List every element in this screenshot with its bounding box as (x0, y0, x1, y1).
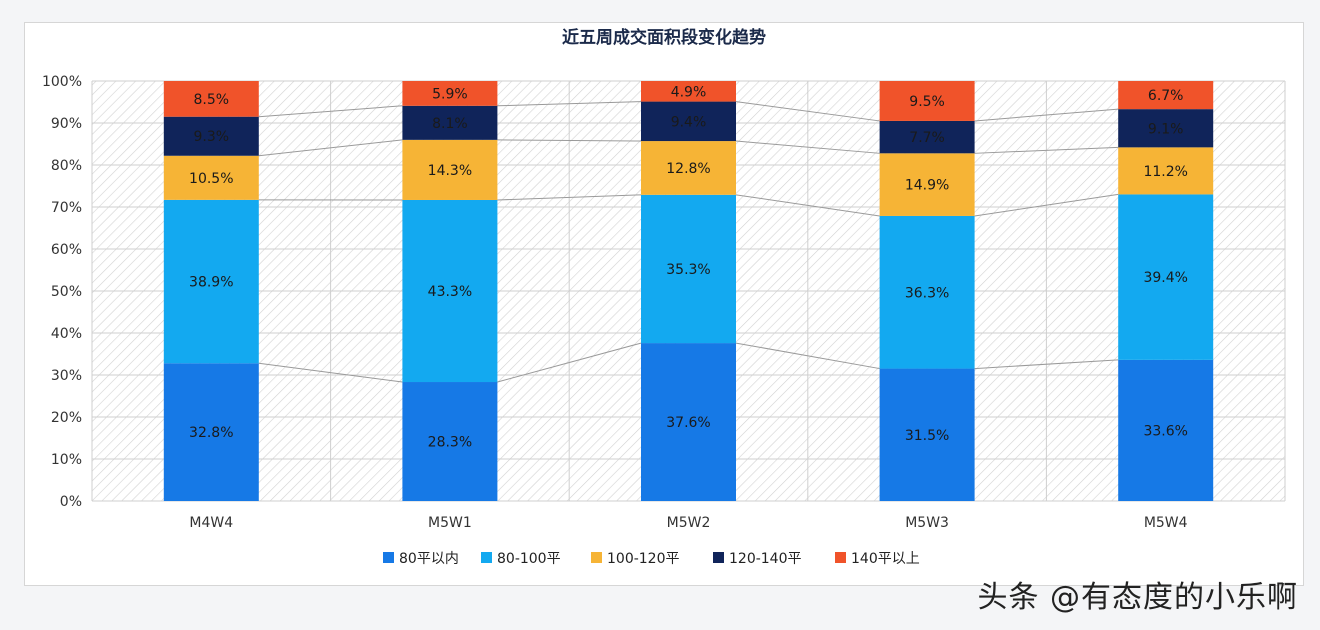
x-tick-label: M5W3 (905, 515, 949, 531)
legend-swatch (835, 552, 846, 563)
legend-swatch (383, 552, 394, 563)
legend-label: 80-100平 (497, 551, 561, 567)
x-tick-label: M5W4 (1144, 515, 1188, 531)
watermark: 头条 @有态度的小乐啊 (977, 580, 1298, 615)
legend-label: 140平以上 (851, 551, 920, 567)
data-label: 10.5% (189, 171, 233, 187)
series-connector-line (497, 139, 642, 142)
data-label: 5.9% (432, 86, 468, 102)
data-label: 39.4% (1143, 270, 1187, 286)
bar-segment (1118, 194, 1214, 360)
bar-segment (163, 155, 259, 200)
legend-label: 120-140平 (729, 551, 802, 567)
data-label: 14.9% (905, 178, 949, 194)
series-connector-line (974, 359, 1119, 370)
y-tick-label: 20% (51, 410, 82, 426)
chart-title: 近五周成交面积段变化趋势 (562, 27, 766, 48)
data-label: 33.6% (1143, 423, 1187, 439)
bar-segment (163, 116, 259, 156)
x-tick-label: M5W2 (667, 515, 711, 531)
bar-segment (641, 141, 736, 195)
y-tick-label: 10% (51, 452, 82, 468)
data-label: 43.3% (428, 284, 472, 300)
data-label: 9.3% (194, 129, 230, 145)
data-label: 11.2% (1143, 164, 1187, 180)
y-tick-label: 50% (51, 284, 82, 300)
bar-segment (402, 81, 498, 106)
series-connector-line (258, 362, 403, 383)
bar-segment (1118, 109, 1214, 148)
series-connector-line (735, 342, 880, 370)
data-label: 4.9% (671, 84, 707, 100)
series-connector-line (258, 105, 403, 118)
data-label: 37.6% (666, 415, 710, 431)
y-tick-label: 100% (42, 74, 82, 90)
data-label: 36.3% (905, 285, 949, 301)
data-label: 9.4% (671, 114, 707, 130)
x-tick-label: M4W4 (189, 515, 233, 531)
bar-segment (879, 368, 975, 501)
series-connector-line (735, 101, 880, 122)
data-label: 32.8% (189, 425, 233, 441)
data-label: 8.1% (432, 116, 468, 132)
series-connector-line (497, 101, 642, 107)
data-label: 8.5% (194, 92, 230, 108)
bar-segment (1118, 81, 1214, 110)
bar-segment (163, 199, 259, 364)
y-tick-label: 90% (51, 116, 82, 132)
bar-segment (1118, 147, 1214, 195)
bar-segment (641, 101, 736, 142)
y-tick-label: 60% (51, 242, 82, 258)
y-tick-label: 70% (51, 200, 82, 216)
data-label: 7.7% (909, 130, 945, 146)
x-tick-label: M5W1 (428, 515, 472, 531)
y-tick-label: 40% (51, 326, 82, 342)
bar-segment (641, 343, 736, 501)
data-label: 14.3% (428, 163, 472, 179)
legend-swatch (481, 552, 492, 563)
bar-segment (1118, 359, 1214, 501)
data-label: 6.7% (1148, 88, 1184, 104)
series-connector-line (258, 139, 403, 157)
bar-segment (879, 81, 975, 121)
data-label: 9.1% (1148, 121, 1184, 137)
data-label: 12.8% (666, 161, 710, 177)
bar-segment (879, 120, 975, 154)
stacked-bar-chart: 近五周成交面积段变化趋势 0% 10% 20% 30% 40% 50% 60% 70% 80% 9… (42, 27, 1286, 567)
bar-segment (163, 363, 259, 501)
data-label: 9.5% (909, 94, 945, 110)
bar-segment (879, 153, 975, 216)
data-label: 28.3% (428, 435, 472, 451)
series-connector-line (974, 193, 1119, 217)
bar-segment (879, 215, 975, 369)
series-connector-line (974, 108, 1119, 122)
legend-swatch (713, 552, 724, 563)
bar-segment (641, 194, 736, 344)
bar-segment (163, 81, 259, 117)
series-connector-line (497, 342, 642, 383)
legend-label: 100-120平 (607, 551, 680, 567)
series-connector-line (735, 194, 880, 217)
data-label: 31.5% (905, 428, 949, 444)
y-tick-label: 0% (60, 494, 82, 510)
bar-segment (402, 199, 498, 383)
y-tick-label: 30% (51, 368, 82, 384)
bar-segment (641, 81, 736, 102)
chart-frame: 近五周成交面积段变化趋势 0% 10% 20% 30% 40% 50% 60% 70% 80% 9… (24, 22, 1304, 586)
bar-segment (402, 105, 498, 140)
bar-segment (402, 139, 498, 200)
bar-segment (402, 382, 498, 501)
data-label: 35.3% (666, 262, 710, 278)
y-tick-label: 80% (51, 158, 82, 174)
data-label: 38.9% (189, 275, 233, 291)
legend-swatch (591, 552, 602, 563)
series-connector-line (974, 146, 1119, 154)
series-connector-line (497, 194, 642, 201)
series-connector-line (735, 140, 880, 154)
legend-label: 80平以内 (399, 551, 459, 567)
